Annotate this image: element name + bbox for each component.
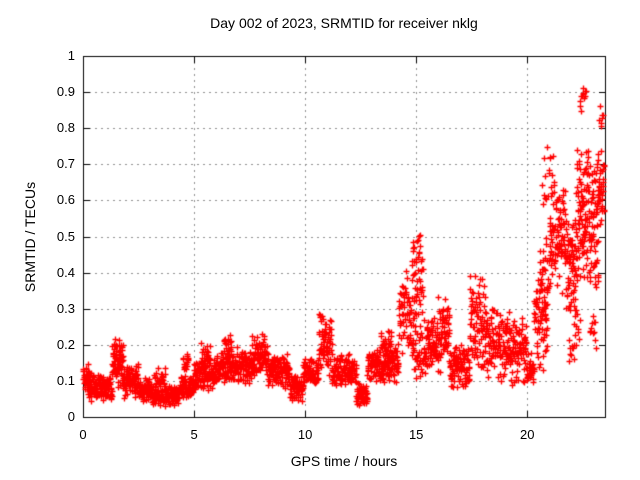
x-tick-label: 20 — [520, 427, 535, 442]
y-tick-label: 0.1 — [56, 372, 75, 388]
y-tick-label: 0 — [67, 409, 75, 424]
y-tick-label: 1 — [67, 48, 75, 63]
y-tick-label: 0.6 — [56, 192, 75, 208]
x-tick-label: 5 — [190, 427, 198, 442]
y-tick-label: 0.3 — [56, 300, 75, 316]
y-tick-label: 0.4 — [56, 264, 75, 280]
y-tick-label: 0.5 — [56, 228, 75, 244]
x-tick-label: 0 — [79, 427, 87, 442]
y-tick-label: 0.9 — [56, 84, 75, 100]
x-axis-label: GPS time / hours — [290, 453, 398, 469]
x-tick-label: 15 — [408, 427, 424, 442]
y-tick-label: 0.7 — [56, 156, 75, 172]
y-tick-label: 0.8 — [56, 120, 75, 136]
y-tick-label: 0.2 — [56, 336, 75, 352]
chart-title: Day 002 of 2023, SRMTID for receiver nkl… — [210, 15, 478, 31]
x-tick-label: 10 — [297, 427, 313, 442]
